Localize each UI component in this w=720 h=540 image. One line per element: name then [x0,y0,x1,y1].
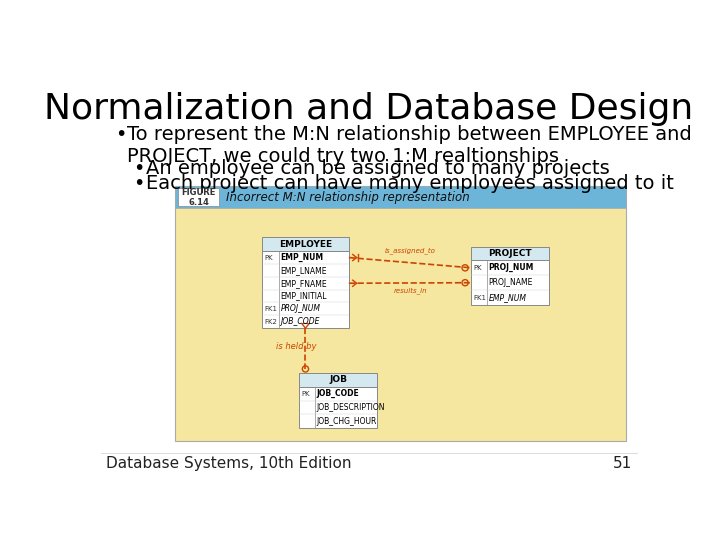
Text: PROJECT: PROJECT [488,249,532,258]
Text: Normalization and Database Design: Normalization and Database Design [45,92,693,126]
Text: PROJ_NUM: PROJ_NUM [488,264,534,272]
Text: PK: PK [264,254,273,261]
Text: PROJ_NUM: PROJ_NUM [281,305,320,313]
Text: PROJ_NAME: PROJ_NAME [488,278,533,287]
Text: EMPLOYEE: EMPLOYEE [279,240,332,249]
Text: is_assigned_to: is_assigned_to [384,247,436,254]
Text: EMP_NUM: EMP_NUM [281,253,324,262]
Text: PK: PK [302,390,310,396]
Text: EMP_FNAME: EMP_FNAME [281,279,328,288]
FancyBboxPatch shape [300,373,377,387]
Text: is held by: is held by [276,342,317,351]
Text: results_in: results_in [393,287,427,294]
FancyBboxPatch shape [300,387,377,428]
Text: EMP_NUM: EMP_NUM [488,293,526,302]
Text: Incorrect M:N relationship representation: Incorrect M:N relationship representatio… [225,191,469,204]
FancyBboxPatch shape [262,237,349,251]
Text: EMP_INITIAL: EMP_INITIAL [281,292,327,301]
Text: EMP_LNAME: EMP_LNAME [281,266,327,275]
Text: JOB: JOB [329,375,347,384]
Text: An employee can be assigned to many projects: An employee can be assigned to many proj… [145,159,610,178]
FancyBboxPatch shape [175,186,626,208]
Text: FK1: FK1 [474,295,487,301]
FancyBboxPatch shape [262,251,349,328]
Text: PK: PK [474,265,482,271]
Text: FK1: FK1 [264,306,277,312]
Text: 51: 51 [613,456,632,471]
FancyBboxPatch shape [175,186,626,441]
Text: To represent the M:N relationship between EMPLOYEE and
PROJECT, we could try two: To represent the M:N relationship betwee… [127,125,692,166]
Text: FK2: FK2 [264,319,277,325]
Text: JOB_CODE: JOB_CODE [281,317,320,326]
FancyBboxPatch shape [179,188,219,206]
Text: JOB_DESCRIPTION: JOB_DESCRIPTION [316,403,384,412]
Text: Each project can have many employees assigned to it: Each project can have many employees ass… [145,174,674,193]
FancyBboxPatch shape [472,247,549,260]
FancyBboxPatch shape [472,260,549,305]
Text: •: • [133,159,145,178]
Text: FIGURE
6.14: FIGURE 6.14 [181,187,216,207]
Text: JOB_CHG_HOUR: JOB_CHG_HOUR [316,417,377,426]
Text: Database Systems, 10th Edition: Database Systems, 10th Edition [106,456,351,471]
Text: •: • [133,174,145,193]
Text: JOB_CODE: JOB_CODE [316,389,359,398]
Text: •: • [114,125,126,144]
